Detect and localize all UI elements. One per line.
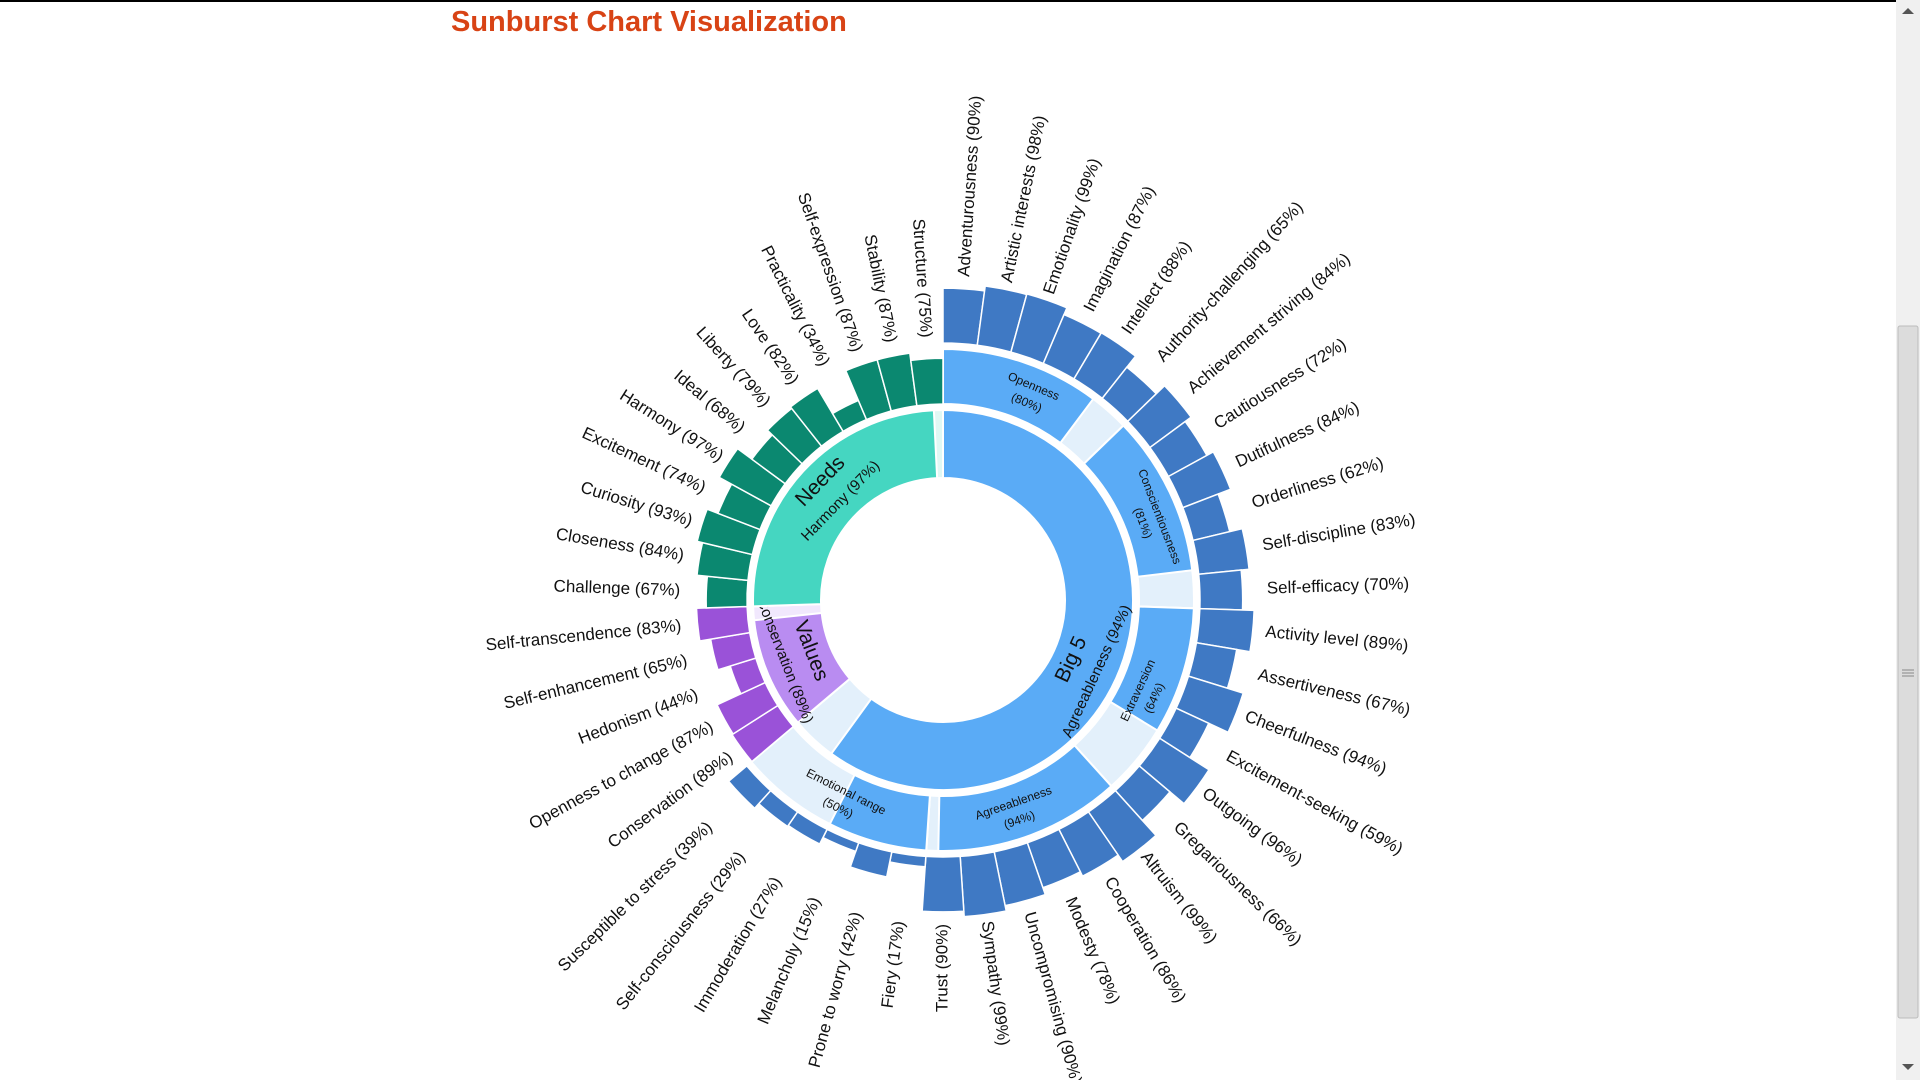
- chart-title: Sunburst Chart Visualization: [451, 6, 847, 38]
- leaf-label: Stability (87%): [860, 233, 900, 344]
- scrollbar[interactable]: [1896, 0, 1920, 1080]
- segment: [752, 611, 852, 725]
- leaf-label: Adventurousness (90%): [954, 95, 985, 277]
- segment: [942, 347, 1095, 445]
- scroll-up-arrow[interactable]: [1902, 8, 1914, 14]
- segment: [1109, 605, 1195, 732]
- segment: [937, 743, 1113, 852]
- leaf-label: Modesty (78%): [1062, 894, 1124, 1007]
- leaf-label: Self-consciousness (29%): [612, 848, 749, 1014]
- leaf-label: Closeness (84%): [555, 524, 686, 564]
- scroll-down-arrow[interactable]: [1902, 1064, 1914, 1070]
- segment: [828, 773, 931, 852]
- leaf-bar: [921, 855, 965, 913]
- leaf-label: Artistic interests (98%): [997, 114, 1049, 284]
- leaf-label: Trust (90%): [932, 924, 951, 1012]
- leaf-label: Self-discipline (83%): [1261, 510, 1417, 555]
- leaf-label: Self-transcendence (83%): [485, 616, 682, 655]
- leaf-bar: [727, 764, 772, 810]
- leaf-label: Structure (75%): [909, 218, 936, 338]
- leaf-label: Gregariousness (66%): [1170, 818, 1305, 950]
- leaf-bar: [909, 357, 944, 407]
- leaf-bar: [1197, 569, 1244, 611]
- leaf-label: Susceptible to stress (39%): [554, 818, 716, 976]
- leaf-bar: [705, 575, 749, 609]
- leaf-label: Activity level (89%): [1265, 622, 1410, 655]
- leaf-label: Authority-challenging (65%): [1153, 198, 1307, 366]
- leaf-label: Uncompromising (90%): [1020, 910, 1085, 1080]
- leaf-label: Sympathy (99%): [978, 920, 1014, 1047]
- scrollbar-thumb[interactable]: [1897, 325, 1919, 1019]
- leaf-label: Challenge (67%): [553, 576, 680, 599]
- leaf-label: Achievement striving (84%): [1184, 249, 1354, 397]
- leaf-label: Assertiveness (67%): [1256, 665, 1412, 720]
- leaf-label: Fiery (17%): [878, 920, 909, 1010]
- leaf-label: Prone to worry (42%): [805, 910, 866, 1070]
- segment: [1082, 424, 1194, 578]
- leaf-label: Orderliness (62%): [1249, 453, 1385, 512]
- leaf-label: Self-efficacy (70%): [1266, 574, 1409, 598]
- segment: [752, 409, 939, 608]
- leaf-bar: [888, 850, 927, 868]
- segment: [829, 408, 1134, 791]
- scrollbar-grip: [1902, 669, 1914, 677]
